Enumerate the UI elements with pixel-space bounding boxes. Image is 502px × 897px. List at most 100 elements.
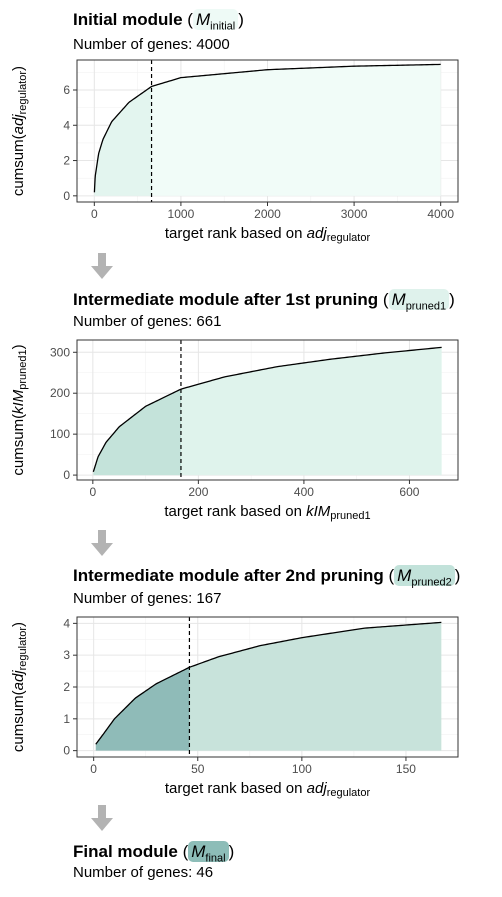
gene-count-final: Number of genes: 46	[73, 864, 214, 881]
open-paren: (	[382, 290, 389, 309]
x-axis-title-symbol: kIM	[306, 503, 331, 520]
down-arrow-icon	[91, 253, 113, 279]
y-axis-title: cumsum(adjregulator)	[10, 622, 29, 752]
cumsum-curve	[95, 621, 442, 745]
x-axis-title-symbol: adj	[307, 225, 328, 242]
x-tick-label: 2000	[254, 207, 281, 221]
module-symbol-base: M	[397, 566, 412, 585]
module-title-text: Final module	[73, 842, 178, 861]
module-title-text: Initial module	[73, 10, 183, 29]
chart-pruned1-module: 0 200 400 600 0 100 200 300 target rank based on…	[10, 339, 459, 522]
y-axis-title: cumsum(kIMpruned1)	[10, 344, 29, 475]
gene-count-pruned2: Number of genes: 167	[73, 590, 222, 607]
y-tick-label: 4	[63, 616, 70, 630]
y-axis-title: cumsum(adjregulator)	[10, 66, 29, 196]
close-paren: )	[238, 10, 244, 29]
module-symbol-sub: pruned2	[411, 576, 452, 589]
area-selected-genes	[95, 667, 190, 751]
close-paren: )	[228, 842, 235, 861]
y-tick-label: 2	[63, 680, 70, 694]
x-tick-label: 100	[292, 762, 312, 776]
y-axis-title-subscript: pruned1	[17, 349, 29, 389]
down-arrow-shape	[91, 253, 113, 279]
module-symbol-base: M	[195, 10, 211, 29]
x-tick-label: 150	[396, 762, 416, 776]
y-tick-label: 3	[63, 648, 70, 662]
cumsum-curve	[93, 63, 441, 193]
y-axis-title-prefix: cumsum(	[10, 134, 27, 196]
y-axis-title-subscript: regulator	[17, 627, 29, 671]
area-selected-genes	[93, 389, 181, 476]
module-symbol: Mpruned1	[388, 289, 450, 313]
x-axis-title-subscript: regulator	[327, 787, 371, 799]
module-symbol: Mpruned2	[394, 565, 455, 589]
x-axis-title-prefix: target rank based on	[164, 503, 306, 520]
cumsum-curve	[92, 346, 442, 472]
y-axis-title-symbol: kIM	[10, 389, 27, 414]
module-symbol-sub: final	[205, 852, 226, 865]
module-symbol-sub: pruned1	[405, 300, 447, 313]
module-symbol-sub: initial	[210, 20, 236, 33]
x-tick-label: 0	[91, 207, 98, 221]
y-tick-label: 6	[63, 83, 70, 97]
close-paren: )	[449, 290, 455, 309]
open-paren: (	[182, 842, 189, 861]
y-tick-label: 0	[63, 744, 70, 758]
y-axis-title-suffix: )	[10, 66, 27, 71]
x-axis-title-subscript: pruned1	[330, 510, 370, 522]
area-selected-genes	[94, 86, 152, 196]
y-tick-label: 4	[63, 118, 70, 132]
module-title-pruned1: Intermediate module after 1st pruning (M…	[73, 289, 455, 316]
y-axis-title-symbol: adj	[10, 114, 27, 135]
y-tick-label: 100	[50, 427, 70, 441]
x-axis-title: target rank based on adjregulator	[165, 225, 371, 244]
x-tick-label: 4000	[427, 207, 454, 221]
down-arrow-icon	[91, 530, 113, 556]
x-tick-label: 50	[191, 762, 205, 776]
x-tick-label: 1000	[168, 207, 195, 221]
x-axis-title-prefix: target rank based on	[165, 780, 307, 797]
down-arrow-shape	[91, 805, 113, 831]
y-axis-title-prefix: cumsum(	[10, 414, 27, 476]
y-tick-label: 1	[63, 712, 70, 726]
x-tick-label: 600	[399, 485, 419, 499]
area-remaining-genes	[189, 622, 442, 751]
module-title-text: Intermediate module after 1st pruning	[73, 290, 379, 309]
x-tick-label: 0	[90, 762, 97, 776]
down-arrow-icon	[91, 805, 113, 831]
gene-count-pruned1: Number of genes: 661	[73, 313, 222, 330]
x-axis-title-subscript: regulator	[327, 232, 371, 244]
y-axis-title-prefix: cumsum(	[10, 690, 27, 752]
x-tick-label: 200	[188, 485, 208, 499]
x-axis-title: target rank based on kIMpruned1	[164, 503, 370, 522]
panel-border	[76, 339, 459, 481]
area-remaining-genes	[151, 64, 441, 196]
gene-count-initial: Number of genes: 4000	[73, 36, 230, 53]
y-axis-title-subscript: regulator	[17, 71, 29, 115]
module-title-final: Final module (Mfinal)	[73, 841, 235, 868]
chart-initial-module: 0 1000 2000 3000 4000 0 2 4 6 target rank based o…	[10, 59, 459, 244]
y-tick-label: 200	[50, 386, 70, 400]
close-paren: )	[454, 566, 461, 585]
x-tick-label: 3000	[341, 207, 368, 221]
y-axis-title-suffix: )	[10, 344, 27, 349]
open-paren: (	[187, 10, 193, 29]
x-tick-label: 400	[294, 485, 314, 499]
module-title-initial: Initial module (Minitial)	[73, 9, 244, 36]
x-axis-title-symbol: adj	[307, 780, 328, 797]
module-title-pruned2: Intermediate module after 2nd pruning (M…	[73, 565, 461, 592]
down-arrow-shape	[91, 530, 113, 556]
open-paren: (	[388, 566, 395, 585]
y-tick-label: 0	[63, 189, 70, 203]
x-axis-title-prefix: target rank based on	[165, 225, 307, 242]
y-tick-label: 0	[63, 468, 70, 482]
module-symbol-base: M	[191, 842, 206, 861]
y-axis-title-suffix: )	[10, 622, 27, 627]
module-symbol: Mfinal	[188, 841, 229, 865]
x-tick-label: 0	[89, 485, 96, 499]
y-axis-title-symbol: adj	[10, 670, 27, 691]
module-title-text: Intermediate module after 2nd pruning	[73, 566, 384, 585]
x-axis-title: target rank based on adjregulator	[165, 780, 371, 799]
y-tick-label: 300	[50, 345, 70, 359]
